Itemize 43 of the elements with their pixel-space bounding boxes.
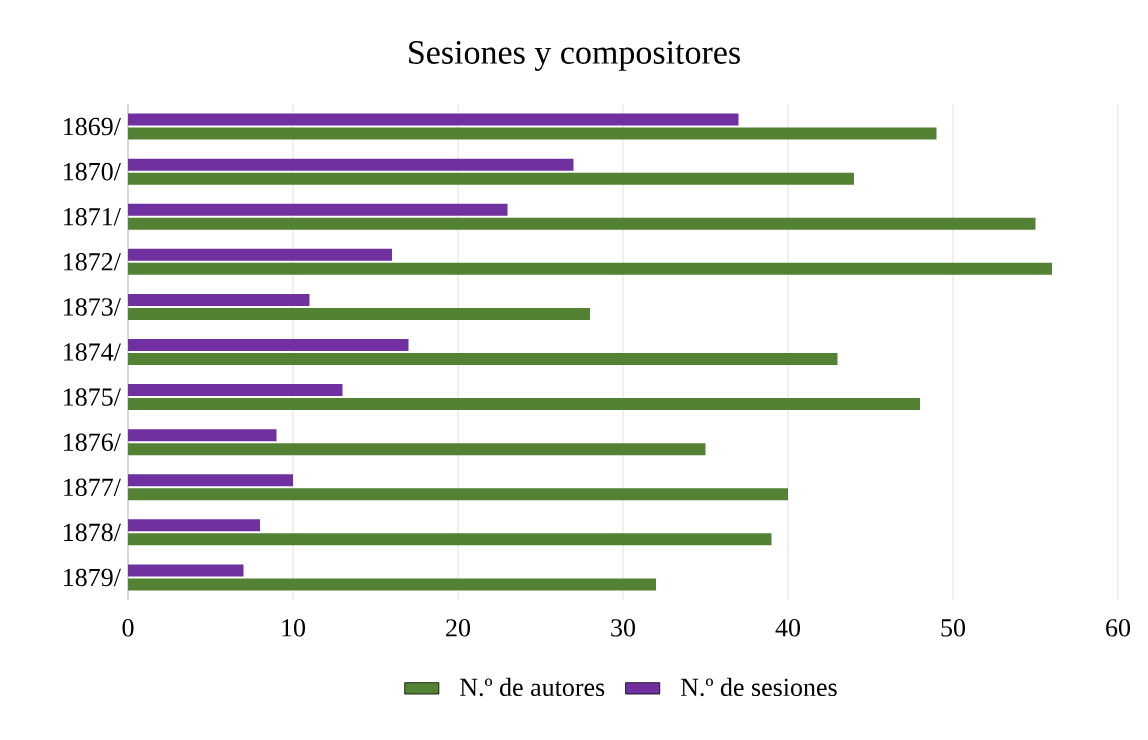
bar (128, 307, 590, 320)
y-tick-label: 1879/ (64, 568, 121, 587)
y-tick-label: 1871/ (64, 207, 121, 226)
bar (128, 248, 392, 261)
bar (128, 339, 409, 351)
y-tick-label: 1878/ (64, 523, 121, 542)
bar (128, 519, 261, 532)
x-tick-label: 40 (775, 619, 801, 637)
bar (128, 293, 310, 306)
y-tick-label: 1869/ (64, 117, 121, 136)
bar (128, 429, 277, 442)
bar (128, 262, 1052, 275)
bar (128, 384, 343, 397)
x-tick-label: 60 (1106, 619, 1130, 637)
x-tick-label: 0 (122, 619, 134, 637)
bar (128, 564, 244, 577)
y-tick-label: 1872/ (64, 253, 121, 271)
bar (128, 203, 508, 216)
bar (128, 398, 920, 411)
bar (128, 217, 1036, 230)
y-tick-label: 1876/ (64, 433, 121, 451)
x-tick-label: 20 (446, 619, 471, 637)
bar (128, 158, 574, 171)
bar (128, 113, 739, 126)
legend-label: N.º de sesiones (680, 677, 837, 697)
legend-label: N.º de autores (460, 677, 605, 697)
y-tick-label: 1873/ (64, 298, 121, 316)
bar (128, 488, 788, 501)
x-tick-label: 30 (611, 619, 636, 637)
x-tick-label: 10 (282, 619, 306, 637)
bar (128, 533, 772, 546)
chart-title: Sesiones y compositores (409, 41, 740, 71)
bar (128, 443, 706, 456)
bar (128, 353, 838, 365)
bar (128, 127, 937, 140)
bar (128, 474, 293, 487)
y-tick-label: 1875/ (64, 388, 121, 406)
y-tick-label: 1870/ (64, 162, 121, 181)
bar (128, 172, 854, 185)
bar (128, 578, 656, 591)
y-tick-label: 1874/ (64, 343, 121, 361)
y-tick-label: 1877/ (64, 478, 121, 497)
x-tick-label: 50 (941, 619, 966, 637)
